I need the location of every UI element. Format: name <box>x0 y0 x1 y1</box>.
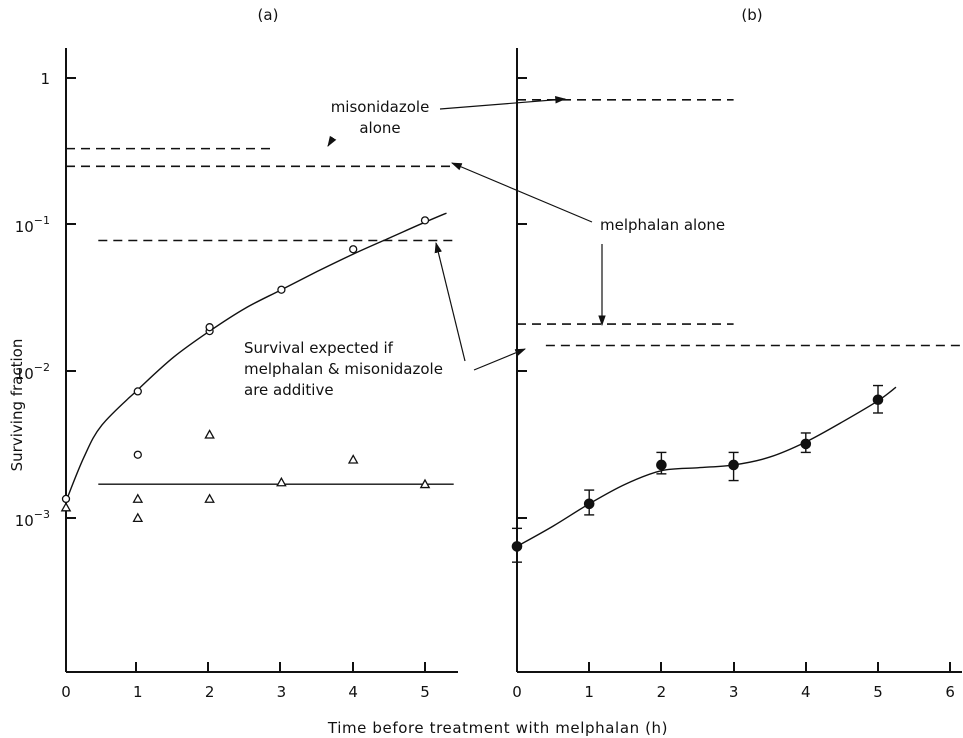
y-tick-label-1: 1 <box>40 70 50 88</box>
open-triangle-point <box>132 512 144 523</box>
panel-b-x-tick-labels: 0 1 2 3 4 5 6 <box>512 683 955 701</box>
annotation-survival-3: are additive <box>244 381 334 399</box>
y-tick-label-1e-3: 10−3 <box>15 508 50 530</box>
x-tick-label: 5 <box>873 683 883 701</box>
filled-circle-point <box>800 438 812 450</box>
y-tick-label-1e-1: 10−1 <box>15 214 50 236</box>
panel-b-x-ticks <box>516 662 951 672</box>
filled-circle-point <box>583 498 595 510</box>
annotation-misonidazole-1: misonidazole <box>331 98 430 116</box>
y-axis-label: Surviving fraction <box>8 339 26 472</box>
x-axis-label: Time before treatment with melphalan (h) <box>327 719 668 737</box>
x-tick-label: 3 <box>277 683 287 701</box>
arrow-survival-to-b <box>473 348 526 371</box>
open-circle-point <box>61 494 71 504</box>
open-circle-point <box>133 450 142 459</box>
x-tick-label: 4 <box>801 683 811 701</box>
open-triangle-point <box>60 501 72 512</box>
filled-circle-point <box>511 541 523 552</box>
annotation-arrows <box>327 96 606 371</box>
panel-label-a: (a) <box>258 6 279 24</box>
open-circle-point <box>420 216 430 225</box>
panel-a-fit-curves <box>65 212 454 502</box>
panel-a-reference-lines <box>66 147 454 242</box>
arrow-melphalan-to-a <box>451 162 593 223</box>
arrow-survival-to-a <box>434 241 466 362</box>
panel-a-x-ticks <box>65 662 426 672</box>
y-tick-label-1e-2: 10−2 <box>15 361 50 383</box>
panel-b-points <box>511 384 884 563</box>
annotation-misonidazole-2: alone <box>359 119 400 137</box>
open-triangle-point <box>132 493 144 503</box>
x-tick-label: 0 <box>512 683 522 701</box>
filled-circle-point <box>728 459 739 471</box>
panel-b-y-ticks <box>517 77 527 519</box>
open-triangle-point <box>204 429 215 439</box>
arrow-misonidazole-to-a <box>327 135 337 147</box>
x-tick-label: 1 <box>584 683 594 701</box>
x-tick-label: 1 <box>133 683 143 701</box>
open-triangle-point <box>419 478 431 489</box>
arrow-misonidazole-to-b <box>439 96 567 110</box>
open-circle-point <box>133 387 142 396</box>
x-tick-label: 4 <box>348 683 358 701</box>
open-circle-point <box>277 285 286 294</box>
fitted-curve <box>65 212 447 502</box>
annotation-survival-1: Survival expected if <box>244 339 394 357</box>
x-tick-label: 2 <box>657 683 667 701</box>
x-tick-label: 3 <box>729 683 739 701</box>
x-tick-label: 2 <box>205 683 215 701</box>
filled-circle-point <box>656 459 667 471</box>
open-triangle-point <box>204 493 215 503</box>
annotation-melphalan-alone: melphalan alone <box>600 216 725 234</box>
panel-label-b: (b) <box>741 6 762 24</box>
panel-a-y-ticks <box>66 77 76 519</box>
panel-b-fit-curves <box>516 386 897 548</box>
filled-circle-point <box>872 394 884 406</box>
open-circle-point <box>349 245 358 254</box>
open-circle-point <box>205 323 214 332</box>
x-tick-label: 6 <box>945 683 955 701</box>
open-triangle-point <box>276 476 287 487</box>
fitted-curve <box>516 386 897 548</box>
panel-b-reference-lines <box>517 99 963 347</box>
open-triangle-point <box>347 454 359 464</box>
x-tick-label: 5 <box>420 683 430 701</box>
annotation-survival-2: melphalan & misonidazole <box>244 360 443 378</box>
panel-a-x-tick-labels: 0 1 2 3 4 5 <box>61 683 430 701</box>
x-tick-label: 0 <box>61 683 71 701</box>
panel-a-points <box>60 216 431 523</box>
